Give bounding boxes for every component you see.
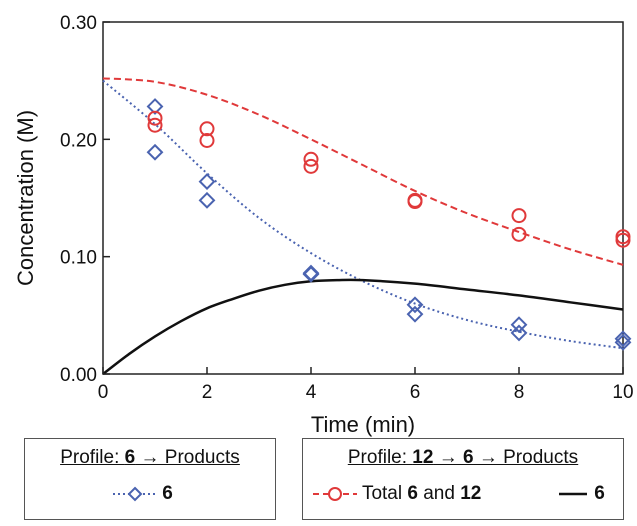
legend-title: Profile: 12 → 6 → Products — [347, 447, 579, 468]
series-0-point — [614, 333, 632, 351]
series-0-point — [510, 324, 528, 342]
series-1-point — [615, 232, 631, 248]
series-0-point — [146, 143, 164, 161]
series-1-point — [407, 194, 423, 210]
y-tick-label: 0.00 — [60, 365, 97, 386]
series-1-point — [303, 151, 319, 167]
x-tick-label: 8 — [514, 382, 525, 403]
y-tick-label: 0.10 — [60, 248, 97, 269]
legend-entry-total: Total 6 and 12 — [313, 483, 481, 505]
series-1-point — [147, 117, 163, 133]
x-tick-label: 0 — [98, 382, 109, 403]
series-1-point — [199, 133, 215, 149]
series-1-fit-line — [102, 77, 624, 266]
x-tick-label: 2 — [202, 382, 213, 403]
series-1-point — [511, 208, 527, 224]
x-axis-title: Time (min) — [311, 412, 415, 437]
series-0-point — [198, 191, 216, 209]
series-1-point — [511, 226, 527, 242]
y-tick-label: 0.20 — [60, 130, 97, 151]
dashed-circle-marker-icon — [313, 486, 357, 501]
series-0-point — [302, 265, 320, 283]
solid-line-icon — [559, 492, 587, 496]
x-tick-label: 10 — [612, 382, 633, 403]
legend-entry-6-dotted: 6 — [113, 483, 173, 505]
legend-profile-12: Profile: 12 → 6 → Products Total 6 and 1… — [302, 438, 624, 520]
legend-title: Profile: 6 → Products — [60, 447, 240, 468]
y-axis-title: Concentration (M) — [13, 110, 38, 286]
x-tick-label: 4 — [306, 382, 317, 403]
series-0-point — [146, 98, 164, 115]
series-0-point — [614, 330, 632, 348]
series-0-point — [510, 316, 528, 334]
legend-entry-6-solid: 6 — [559, 483, 605, 505]
series-1-point — [199, 121, 215, 137]
legend-profile-6: Profile: 6 → Products 6 — [24, 438, 276, 520]
series-2-fit-line — [102, 278, 624, 375]
x-tick-label: 6 — [410, 382, 421, 403]
series-0-point — [406, 296, 424, 314]
series-0-point — [406, 305, 424, 323]
chart: 0 2 4 6 8 10 0.00 0.10 0.20 0.30 Time (min) Conce… — [13, 13, 634, 437]
series-1-point — [303, 158, 319, 174]
dotted-diamond-marker-icon — [113, 486, 157, 502]
series-1-point — [147, 110, 163, 126]
y-tick-label: 0.30 — [60, 13, 97, 34]
series-0-point — [198, 173, 216, 190]
